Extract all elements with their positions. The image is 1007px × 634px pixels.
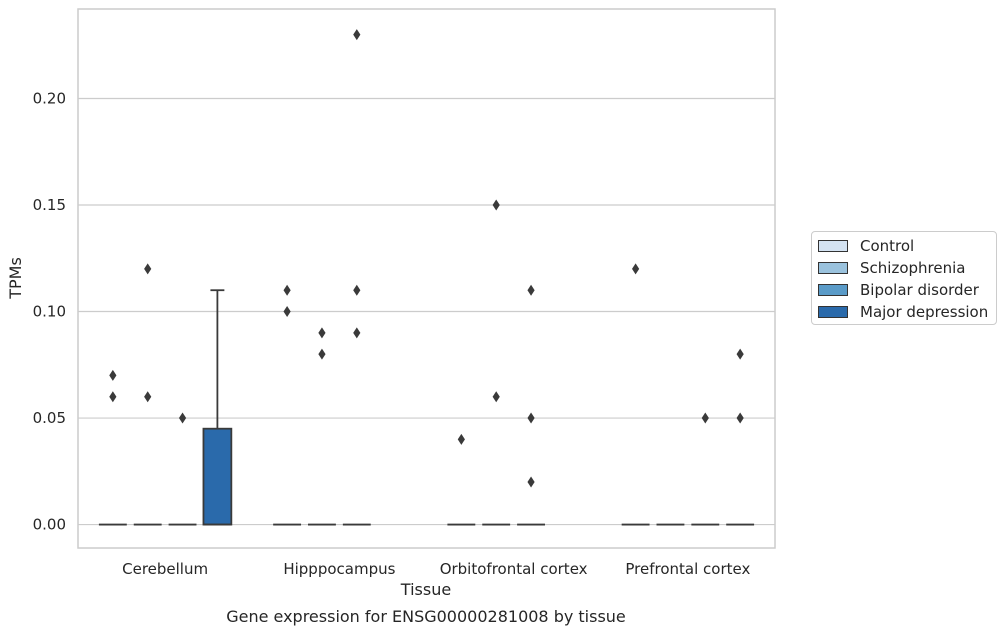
outlier-point (353, 284, 361, 296)
box-group (691, 412, 720, 526)
x-tick-label: Cerebellum (122, 560, 208, 578)
y-tick-labels: 0.00 0.05 0.10 0.15 0.20 (33, 89, 66, 533)
outlier-point (701, 412, 709, 424)
y-axis-label: TPMs (6, 257, 25, 300)
outlier-point (178, 412, 187, 424)
outlier-point (283, 306, 291, 318)
legend-swatch (818, 306, 848, 318)
box (202, 427, 233, 526)
box-group (726, 348, 755, 526)
legend-label: Bipolar disorder (860, 281, 979, 299)
box-group (621, 263, 650, 526)
legend-swatch (818, 262, 848, 274)
x-tick-labels: Cerebellum Hipppocampus Orbitofrontal cort… (122, 560, 750, 578)
outlier-point (527, 412, 535, 424)
legend-item: Bipolar disorder (818, 281, 979, 299)
outlier-point (527, 476, 535, 488)
box-group (202, 289, 233, 526)
outlier-point (283, 284, 291, 296)
x-tick-label: Orbitofrontal cortex (440, 560, 588, 578)
outlier-point (353, 29, 361, 41)
boxes (98, 29, 755, 526)
outlier-point (318, 327, 326, 339)
legend-swatch (818, 284, 848, 296)
legend-label: Schizophrenia (860, 259, 966, 277)
y-tick-label: 0.10 (33, 303, 66, 321)
x-tick-label: Hipppocampus (283, 560, 395, 578)
outlier-point (457, 433, 465, 445)
box-group (168, 412, 197, 526)
outlier-point (632, 263, 640, 275)
legend-label: Major depression (860, 303, 989, 321)
x-axis-label: Tissue (400, 580, 451, 599)
y-tick-label: 0.15 (33, 196, 66, 214)
box-group (482, 199, 511, 526)
y-tick-label: 0.20 (33, 89, 66, 107)
outlier-point (318, 348, 326, 360)
legend-item: Control (818, 237, 914, 255)
outlier-point (527, 284, 535, 296)
plot-frame (77, 8, 776, 549)
legend-label: Control (860, 237, 915, 255)
box-group (447, 433, 476, 526)
outlier-point (109, 391, 117, 403)
box-group (342, 29, 371, 526)
outlier-point (144, 263, 152, 275)
x-tick-label: Prefrontal cortex (625, 560, 750, 578)
box-group (517, 284, 545, 526)
legend: Control Schizophrenia Bipolar disorder M… (811, 231, 997, 325)
legend-item: Major depression (818, 303, 988, 321)
box-group (308, 327, 336, 526)
outlier-point (492, 199, 500, 211)
y-tick-label: 0.00 (33, 516, 66, 534)
outlier-point (492, 391, 500, 403)
outlier-point (144, 391, 152, 403)
box-group (133, 263, 162, 526)
grid-lines (78, 97, 775, 526)
outlier-point (353, 327, 361, 339)
legend-swatch (818, 240, 848, 252)
legend-item: Schizophrenia (818, 259, 965, 277)
outlier-point (736, 348, 744, 360)
chart-title: Gene expression for ENSG00000281008 by t… (226, 607, 626, 626)
box-group (98, 369, 127, 526)
y-tick-label: 0.05 (33, 409, 66, 427)
outlier-point (109, 369, 117, 381)
outlier-point (736, 412, 744, 424)
box-group (273, 284, 302, 526)
